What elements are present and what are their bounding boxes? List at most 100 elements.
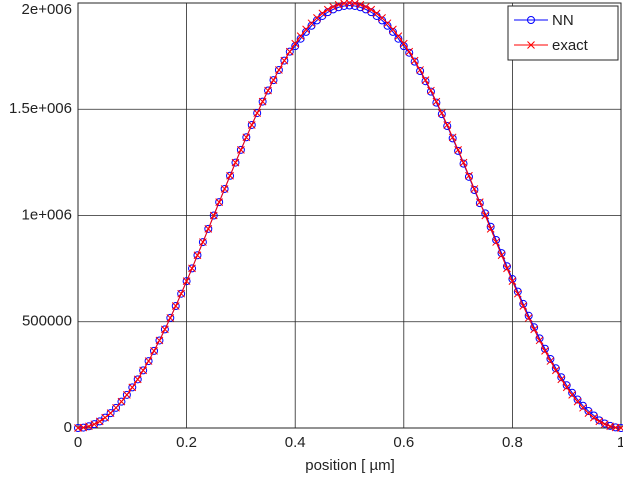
data-point	[584, 407, 593, 415]
data-point	[443, 122, 452, 131]
data-point	[388, 27, 397, 36]
data-point	[416, 67, 425, 75]
data-point	[383, 19, 392, 28]
data-point	[508, 277, 517, 286]
data-point	[220, 185, 229, 193]
data-point	[475, 198, 484, 206]
data-point	[264, 86, 272, 95]
data-point	[122, 390, 131, 399]
data-point	[568, 388, 577, 397]
data-point	[519, 302, 528, 310]
data-point	[264, 86, 273, 95]
data-point	[318, 9, 327, 18]
data-point	[405, 48, 414, 57]
data-point	[546, 357, 555, 365]
data-point	[101, 413, 110, 422]
data-point	[171, 302, 180, 310]
data-point	[253, 109, 262, 117]
data-point	[150, 346, 159, 355]
data-point	[117, 397, 126, 406]
data-point	[128, 383, 137, 392]
data-point	[421, 76, 430, 84]
data-point	[90, 420, 99, 429]
data-point	[160, 325, 169, 334]
data-point	[188, 264, 196, 273]
data-point	[394, 32, 403, 41]
data-point	[329, 5, 338, 14]
series	[74, 0, 623, 432]
data-point	[215, 198, 224, 207]
data-point	[367, 5, 376, 14]
data-point	[226, 171, 234, 180]
data-point	[193, 251, 202, 260]
data-point	[231, 158, 240, 167]
data-point	[139, 366, 148, 375]
data-point	[106, 409, 115, 418]
data-point	[155, 336, 164, 345]
data-point	[508, 275, 517, 284]
data-point	[231, 158, 240, 167]
data-point	[578, 401, 587, 410]
data-point	[530, 323, 539, 332]
data-point	[557, 375, 566, 384]
data-point	[568, 390, 576, 399]
data-point	[334, 3, 343, 12]
data-point	[150, 347, 158, 355]
data-point	[573, 397, 582, 406]
data-point	[133, 375, 142, 384]
data-point	[372, 9, 381, 18]
x-tick-label: 0	[74, 434, 82, 451]
data-point	[443, 121, 452, 129]
data-point	[296, 32, 305, 41]
data-point	[139, 366, 148, 375]
data-point	[541, 347, 549, 355]
data-point	[497, 249, 506, 258]
data-point	[166, 313, 175, 322]
y-tick-label: 1.5e+006	[9, 100, 72, 117]
legend-box	[507, 5, 619, 61]
data-point	[182, 277, 191, 286]
x-tick-label: 0.4	[285, 434, 306, 451]
x-tick-label: 0.6	[393, 434, 414, 451]
data-point	[557, 373, 566, 382]
data-point	[253, 109, 262, 118]
data-point	[454, 146, 463, 155]
data-point	[427, 86, 435, 95]
data-point	[182, 277, 191, 286]
data-point	[481, 209, 490, 218]
data-point	[302, 27, 311, 36]
data-point	[459, 158, 468, 167]
x-tick-label: 1	[617, 434, 623, 451]
data-point	[188, 264, 197, 273]
data-point	[85, 422, 93, 431]
data-point	[535, 334, 544, 343]
data-point	[247, 121, 256, 129]
data-point	[573, 395, 582, 404]
legend-marker	[527, 41, 535, 49]
data-point	[584, 409, 593, 417]
data-point	[258, 97, 267, 106]
data-point	[513, 289, 522, 298]
data-point	[291, 39, 300, 48]
data-point	[242, 133, 251, 142]
legend-marker	[527, 16, 535, 24]
data-point	[215, 198, 224, 206]
data-point	[399, 42, 408, 51]
data-point	[410, 56, 419, 65]
data-point	[329, 2, 338, 11]
data-point	[454, 145, 462, 154]
data-point	[161, 325, 169, 334]
data-point	[128, 383, 137, 392]
data-point	[247, 120, 256, 129]
data-point	[112, 403, 121, 412]
data-point	[112, 403, 120, 412]
data-point	[481, 211, 490, 220]
data-point	[258, 97, 267, 106]
data-point	[437, 109, 446, 117]
data-point	[503, 264, 511, 273]
data-point	[313, 14, 321, 22]
data-point	[209, 211, 218, 220]
y-tick-label: 0	[64, 419, 72, 436]
data-point	[356, 0, 365, 9]
